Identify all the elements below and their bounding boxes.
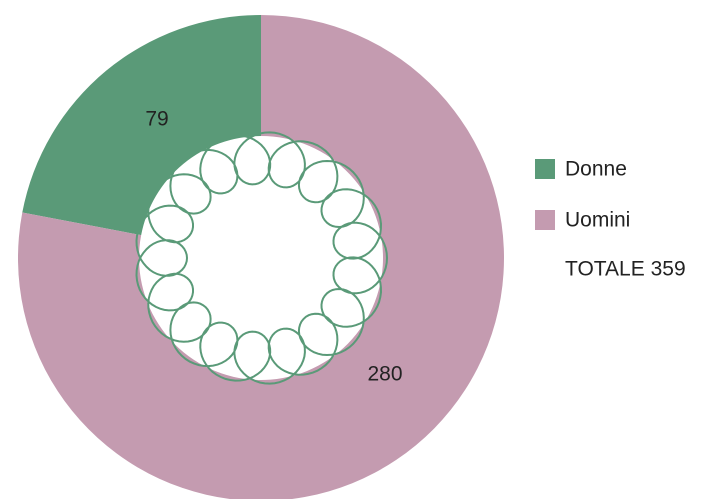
legend-swatch	[535, 210, 555, 230]
donut-slice	[22, 15, 262, 236]
value-label: 280	[367, 363, 402, 386]
legend-swatch	[535, 159, 555, 179]
value-label: 79	[145, 108, 168, 131]
legend-label: Uomini	[565, 209, 630, 232]
total-label: TOTALE 359	[565, 258, 686, 281]
donut-slice	[18, 15, 504, 499]
legend-label: Donne	[565, 158, 627, 181]
decoration	[135, 131, 388, 385]
